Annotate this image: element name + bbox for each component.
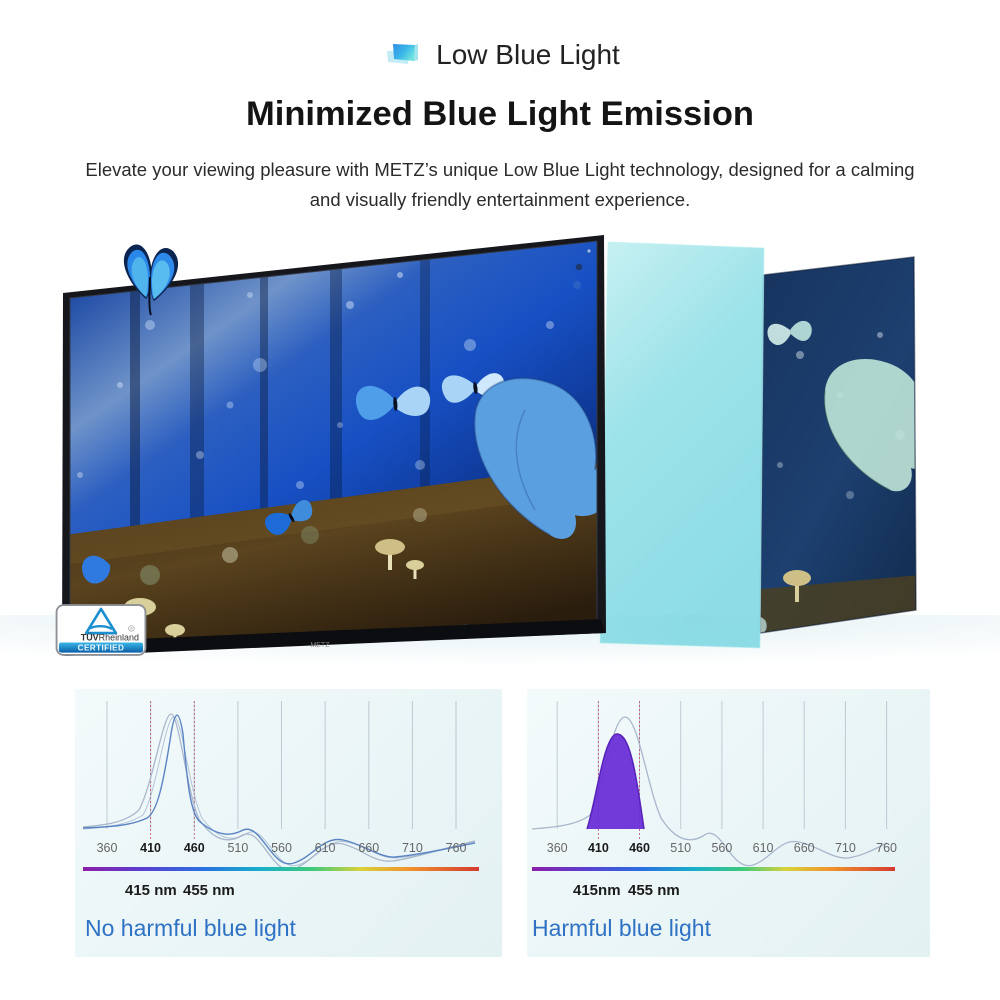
svg-text:460: 460	[629, 841, 650, 855]
svg-text:510: 510	[227, 841, 248, 855]
svg-text:610: 610	[315, 841, 336, 855]
svg-text:TÜVRheinland: TÜVRheinland	[81, 633, 139, 643]
svg-text:CERTIFIED: CERTIFIED	[78, 643, 125, 652]
svg-text:560: 560	[711, 841, 732, 855]
svg-text:560: 560	[271, 841, 292, 855]
svg-text:410: 410	[140, 841, 161, 855]
svg-text:660: 660	[358, 841, 379, 855]
svg-text:455 nm: 455 nm	[183, 882, 235, 899]
svg-text:710: 710	[835, 841, 856, 855]
svg-text:610: 610	[753, 841, 774, 855]
svg-text:360: 360	[97, 841, 118, 855]
svg-text:METZ: METZ	[310, 642, 330, 649]
svg-text:455 nm: 455 nm	[628, 882, 680, 899]
svg-text:360: 360	[547, 841, 568, 855]
svg-text:460: 460	[184, 841, 205, 855]
svg-text:760: 760	[446, 841, 467, 855]
svg-text:Harmful blue light: Harmful blue light	[532, 915, 712, 941]
svg-text:415 nm: 415 nm	[125, 882, 177, 899]
svg-text:410: 410	[588, 841, 609, 855]
svg-text:760: 760	[876, 841, 897, 855]
svg-text:660: 660	[794, 841, 815, 855]
svg-text:No harmful blue light: No harmful blue light	[85, 915, 297, 941]
svg-text:710: 710	[402, 841, 423, 855]
svg-text:510: 510	[670, 841, 691, 855]
svg-text:415nm: 415nm	[573, 882, 621, 899]
